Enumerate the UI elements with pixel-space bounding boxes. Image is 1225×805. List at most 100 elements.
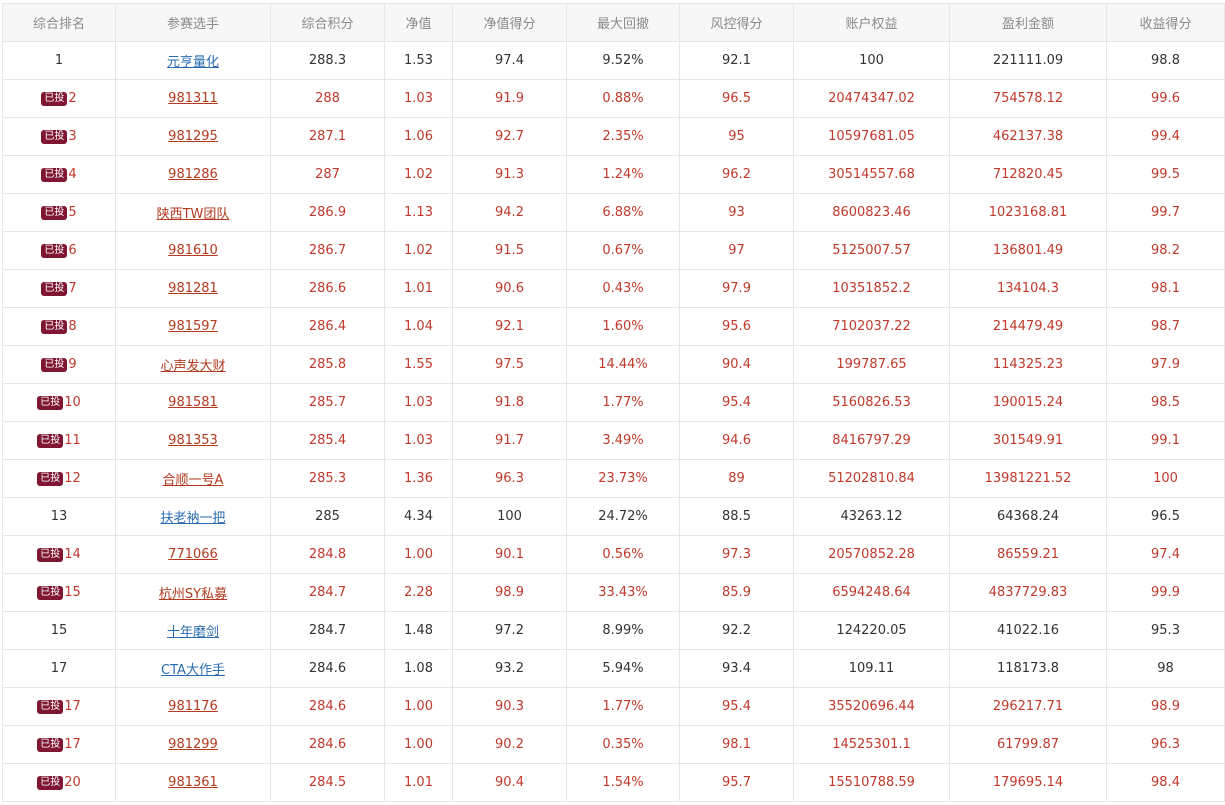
max-drawdown-cell: 5.94% xyxy=(566,649,680,688)
account-equity-cell: 6594248.64 xyxy=(793,573,950,612)
header-nav-score[interactable]: 净值得分 xyxy=(452,3,567,42)
header-account-equity[interactable]: 账户权益 xyxy=(793,3,950,42)
max-drawdown-cell: 0.88% xyxy=(566,79,680,118)
profit-cell: 214479.49 xyxy=(949,307,1107,346)
profit-cell: 114325.23 xyxy=(949,345,1107,384)
contestant-link[interactable]: 981361 xyxy=(168,775,218,790)
nav-score-cell: 92.7 xyxy=(452,117,567,156)
header-nav[interactable]: 净值 xyxy=(384,3,453,42)
header-max-drawdown[interactable]: 最大回撤 xyxy=(566,3,680,42)
return-score-cell: 97.4 xyxy=(1106,535,1225,574)
profit-cell: 64368.24 xyxy=(949,497,1107,536)
risk-score-cell: 97.9 xyxy=(679,269,794,308)
nav-cell: 1.36 xyxy=(384,459,453,498)
risk-score-cell: 95.6 xyxy=(679,307,794,346)
contestant-cell: 981581 xyxy=(115,383,271,422)
total-score-cell: 286.7 xyxy=(270,231,385,270)
rank-number: 2 xyxy=(68,91,77,106)
contestant-link[interactable]: 杭州SY私募 xyxy=(158,587,228,602)
rank-number: 1 xyxy=(54,53,64,68)
contestant-link[interactable]: 扶老衲一把 xyxy=(160,511,226,526)
rank-cell: 已投 2 xyxy=(2,79,116,118)
table-row: 已投 17 981299 284.6 1.00 90.2 0.35% 98.1 14525301… xyxy=(2,725,1225,764)
header-row: 综合排名 参赛选手 综合积分 净值 净值得分 最大回撤 风控得分 账户权益 盈利… xyxy=(2,3,1225,42)
nav-cell: 1.03 xyxy=(384,383,453,422)
contestant-link[interactable]: 981597 xyxy=(168,319,218,334)
nav-score-cell: 97.5 xyxy=(452,345,567,384)
return-score-cell: 98.4 xyxy=(1106,763,1225,802)
profit-cell: 13981221.52 xyxy=(949,459,1107,498)
profit-cell: 179695.14 xyxy=(949,763,1107,802)
nav-cell: 1.00 xyxy=(384,725,453,764)
return-score-cell: 99.1 xyxy=(1106,421,1225,460)
total-score-cell: 284.6 xyxy=(270,725,385,764)
contestant-link[interactable]: 元亨量化 xyxy=(166,55,219,70)
max-drawdown-cell: 2.35% xyxy=(566,117,680,156)
invested-badge: 已投 xyxy=(41,130,68,144)
profit-cell: 754578.12 xyxy=(949,79,1107,118)
contestant-link[interactable]: CTA大作手 xyxy=(161,663,225,678)
invested-badge: 已投 xyxy=(37,548,64,562)
account-equity-cell: 109.11 xyxy=(793,649,950,688)
ranking-table: 综合排名 参赛选手 综合积分 净值 净值得分 最大回撤 风控得分 账户权益 盈利… xyxy=(2,3,1225,802)
contestant-link[interactable]: 心声发大财 xyxy=(160,359,226,374)
contestant-link[interactable]: 981295 xyxy=(168,129,218,144)
rank-cell: 已投 11 xyxy=(2,421,116,460)
contestant-link[interactable]: 981281 xyxy=(168,281,218,296)
contestant-link[interactable]: 981353 xyxy=(168,433,218,448)
profit-cell: 136801.49 xyxy=(949,231,1107,270)
rank-cell: 已投 17 xyxy=(2,687,116,726)
risk-score-cell: 98.1 xyxy=(679,725,794,764)
contestant-link[interactable]: 十年磨剑 xyxy=(166,625,219,640)
contestant-link[interactable]: 合顺一号A xyxy=(162,473,224,488)
total-score-cell: 285.4 xyxy=(270,421,385,460)
nav-cell: 1.55 xyxy=(384,345,453,384)
return-score-cell: 96.3 xyxy=(1106,725,1225,764)
contestant-link[interactable]: 981311 xyxy=(168,91,218,106)
max-drawdown-cell: 23.73% xyxy=(566,459,680,498)
max-drawdown-cell: 0.67% xyxy=(566,231,680,270)
total-score-cell: 284.6 xyxy=(270,687,385,726)
account-equity-cell: 5125007.57 xyxy=(793,231,950,270)
contestant-link[interactable]: 981176 xyxy=(168,699,218,714)
account-equity-cell: 10597681.05 xyxy=(793,117,950,156)
header-risk-score[interactable]: 风控得分 xyxy=(679,3,794,42)
contestant-link[interactable]: 981610 xyxy=(168,243,218,258)
contestant-link[interactable]: 771066 xyxy=(168,547,218,562)
risk-score-cell: 93 xyxy=(679,193,794,232)
risk-score-cell: 89 xyxy=(679,459,794,498)
account-equity-cell: 8416797.29 xyxy=(793,421,950,460)
contestant-link[interactable]: 陕西TW团队 xyxy=(156,207,230,222)
risk-score-cell: 97 xyxy=(679,231,794,270)
profit-cell: 86559.21 xyxy=(949,535,1107,574)
header-profit[interactable]: 盈利金额 xyxy=(949,3,1107,42)
risk-score-cell: 95.4 xyxy=(679,383,794,422)
contestant-link[interactable]: 981299 xyxy=(168,737,218,752)
header-return-score[interactable]: 收益得分 xyxy=(1106,3,1225,42)
header-contestant[interactable]: 参赛选手 xyxy=(115,3,271,42)
table-row: 已投 8 981597 286.4 1.04 92.1 1.60% 95.6 7102037.2… xyxy=(2,307,1225,346)
total-score-cell: 288.3 xyxy=(270,41,385,80)
nav-score-cell: 90.3 xyxy=(452,687,567,726)
contestant-link[interactable]: 981286 xyxy=(168,167,218,182)
nav-cell: 1.53 xyxy=(384,41,453,80)
max-drawdown-cell: 1.77% xyxy=(566,383,680,422)
risk-score-cell: 92.2 xyxy=(679,611,794,650)
return-score-cell: 97.9 xyxy=(1106,345,1225,384)
max-drawdown-cell: 1.77% xyxy=(566,687,680,726)
nav-score-cell: 90.1 xyxy=(452,535,567,574)
table-row: 已投 4 981286 287 1.02 91.3 1.24% 96.2 30514557.68… xyxy=(2,155,1225,194)
header-total-score[interactable]: 综合积分 xyxy=(270,3,385,42)
table-row: 已投 20 981361 284.5 1.01 90.4 1.54% 95.7 15510788… xyxy=(2,763,1225,802)
invested-badge: 已投 xyxy=(41,320,68,334)
nav-cell: 1.48 xyxy=(384,611,453,650)
rank-cell: 已投 5 xyxy=(2,193,116,232)
header-rank[interactable]: 综合排名 xyxy=(2,3,116,42)
table-row: 已投 15 杭州SY私募 284.7 2.28 98.9 33.43% 85.9 6594248… xyxy=(2,573,1225,612)
contestant-link[interactable]: 981581 xyxy=(168,395,218,410)
nav-score-cell: 91.5 xyxy=(452,231,567,270)
invested-badge: 已投 xyxy=(41,168,68,182)
total-score-cell: 284.6 xyxy=(270,649,385,688)
return-score-cell: 99.5 xyxy=(1106,155,1225,194)
